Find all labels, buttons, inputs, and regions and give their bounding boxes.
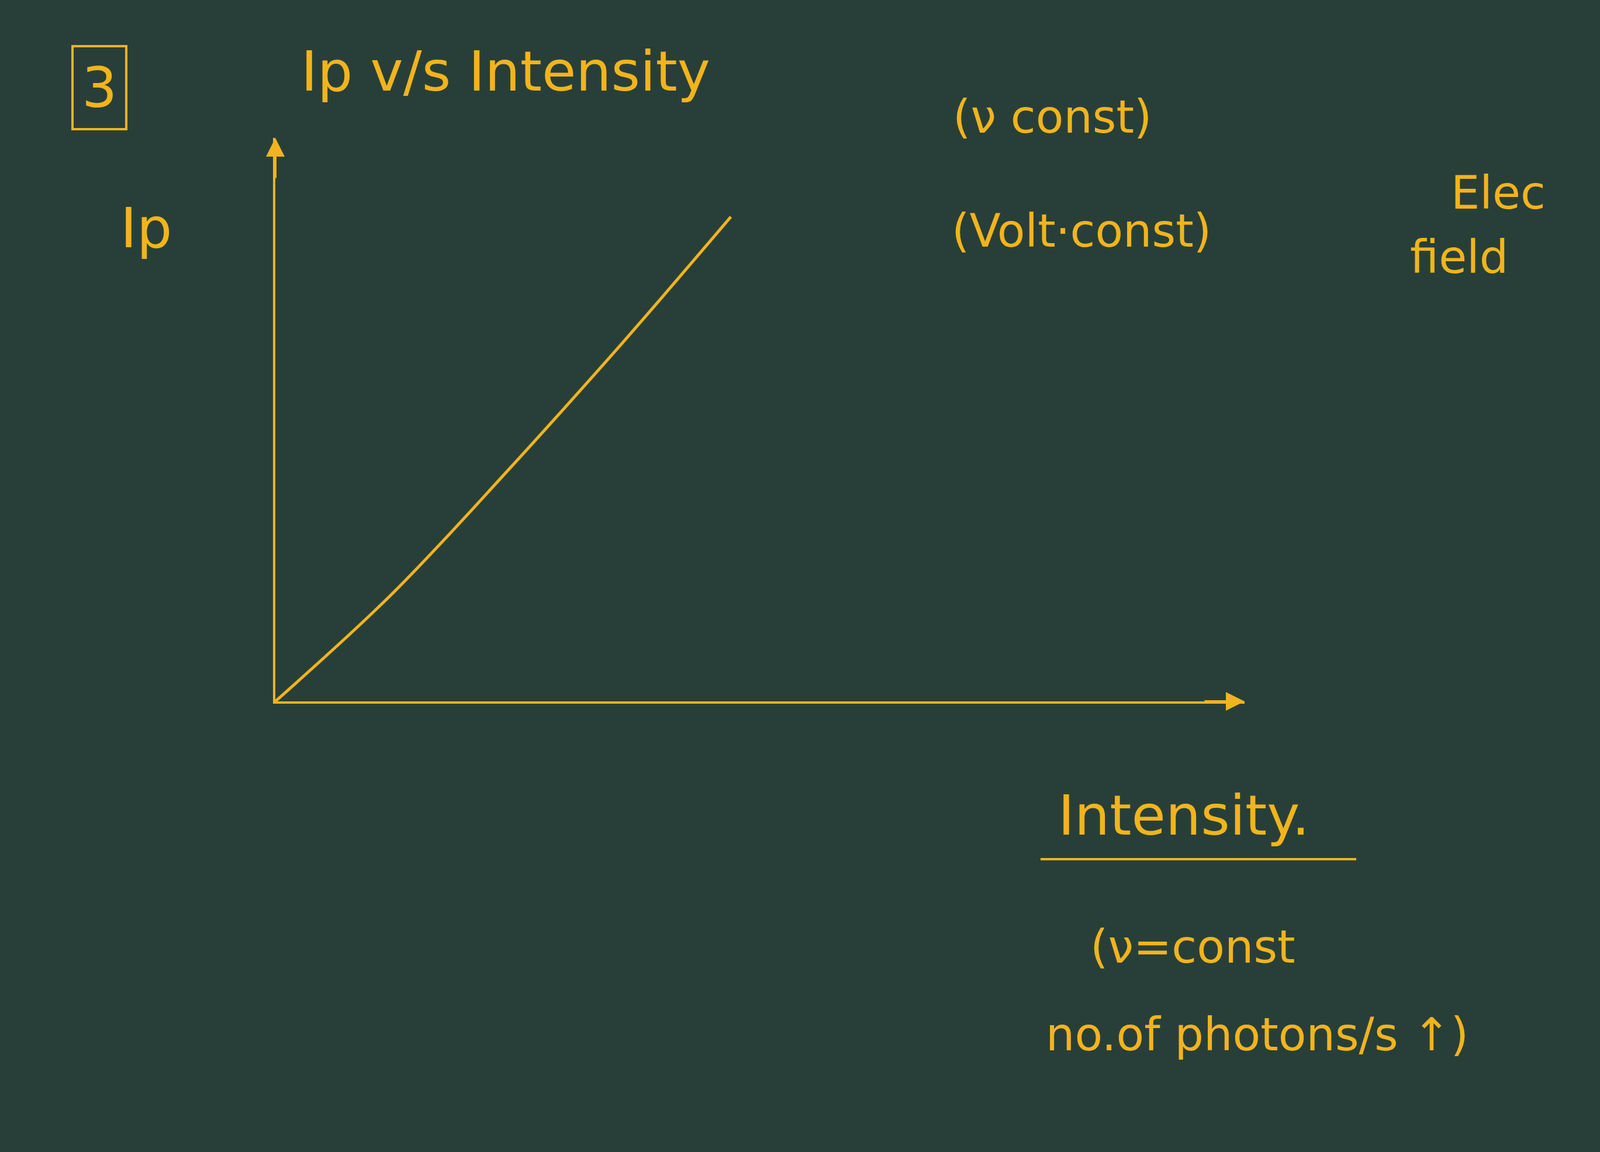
svg-text:Elec: Elec [1450, 166, 1546, 220]
svg-text:field: field [1410, 230, 1509, 284]
svg-text:(Volt·const): (Volt·const) [951, 204, 1212, 258]
svg-text:(ν=const: (ν=const [1090, 920, 1296, 974]
svg-text:(ν const): (ν const) [952, 90, 1153, 144]
svg-text:no.of photons/s ↑): no.of photons/s ↑) [1045, 1008, 1469, 1062]
svg-text:Ip: Ip [120, 195, 172, 261]
svg-text:Ip v/s Intensity: Ip v/s Intensity [301, 39, 711, 104]
svg-text:3: 3 [81, 55, 117, 120]
svg-text:Intensity.: Intensity. [1058, 783, 1310, 848]
